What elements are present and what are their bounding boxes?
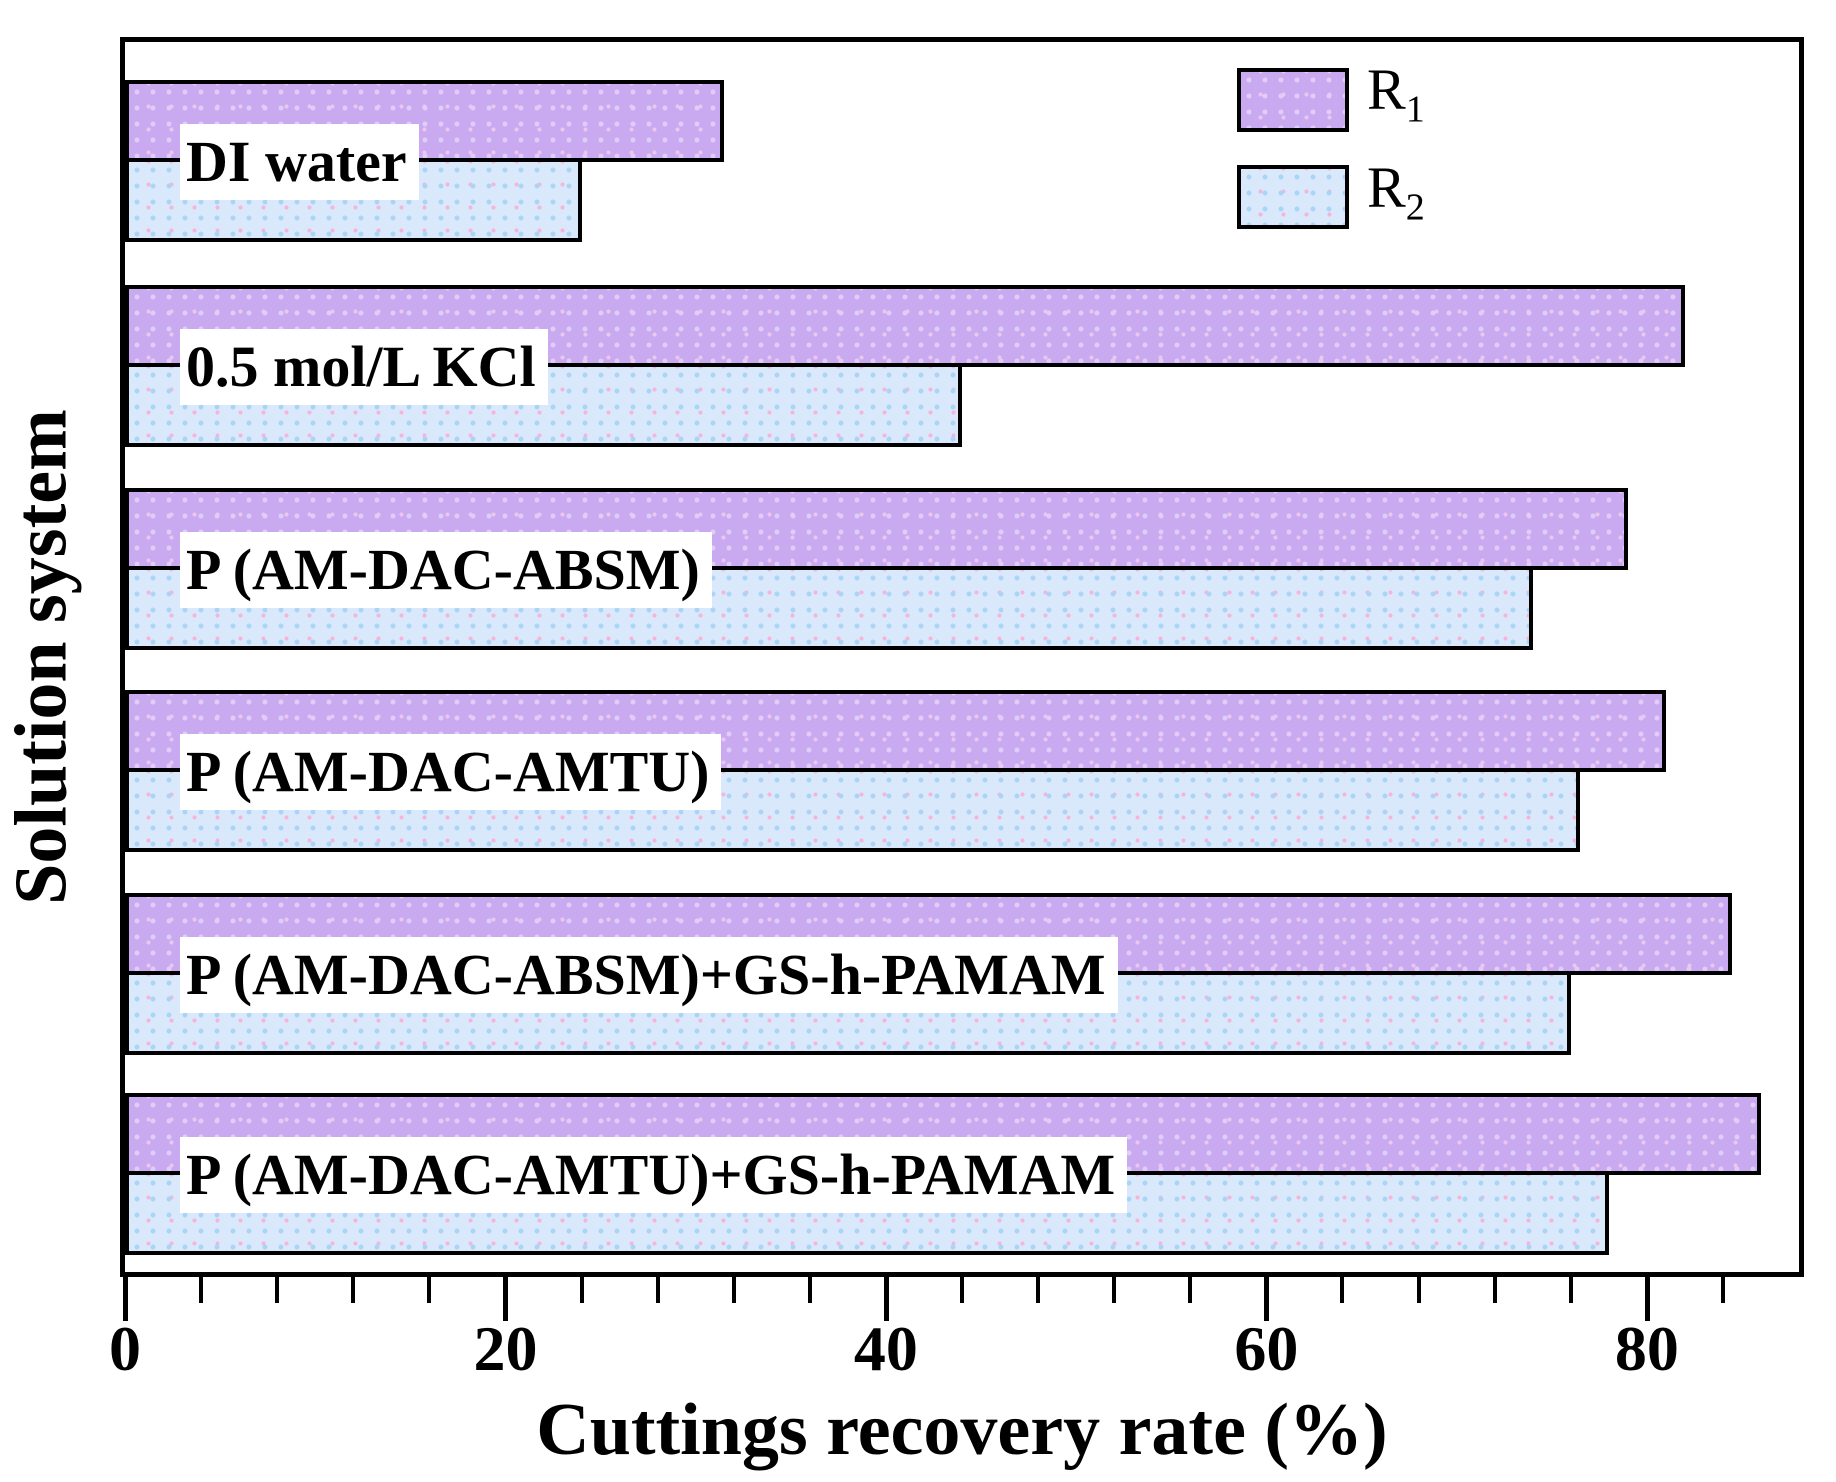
x-minor-tick-32 [731,1277,736,1303]
legend-label-r2: R2 [1367,154,1425,229]
legend-swatch-r1 [1237,67,1349,132]
category-label-group5: P (AM-DAC-ABSM)+GS-h-PAMAM [180,937,1118,1013]
x-minor-tick-84 [1720,1277,1725,1303]
x-tick-label-40: 40 [853,1313,918,1384]
x-minor-tick-48 [1036,1277,1041,1303]
legend-entry-r2: R2 [1237,154,1425,240]
x-tick-label-20: 20 [473,1313,538,1384]
legend-entry-r1: R1 [1237,58,1425,142]
x-major-tick-20 [503,1277,509,1321]
x-minor-tick-28 [655,1277,660,1303]
x-major-tick-80 [1644,1277,1650,1321]
x-major-tick-60 [1264,1277,1270,1321]
x-major-tick-40 [883,1277,889,1321]
bar-r1-group4 [125,690,1666,772]
category-label-group4: P (AM-DAC-AMTU) [180,734,722,810]
category-label-group2: 0.5 mol/L KCl [180,329,548,405]
x-minor-tick-72 [1492,1277,1497,1303]
x-minor-tick-36 [807,1277,812,1303]
x-minor-tick-8 [275,1277,280,1303]
y-axis-title: Solution system [0,409,83,905]
x-major-tick-0 [123,1277,128,1321]
x-tick-label-60: 60 [1234,1313,1299,1384]
x-axis-tick-labels: 0 20 40 60 80 [109,1312,1799,1392]
legend-swatch-r2 [1237,165,1349,230]
x-minor-tick-24 [579,1277,584,1303]
x-minor-tick-64 [1340,1277,1345,1303]
category-label-group6: P (AM-DAC-AMTU)+GS-h-PAMAM [180,1137,1128,1213]
x-minor-tick-12 [351,1277,356,1303]
legend-label-r1: R1 [1367,57,1425,131]
x-tick-label-0: 0 [109,1313,141,1384]
category-label-group1: DI water [180,124,419,200]
legend: R1 R2 [1237,58,1425,253]
x-tick-label-80: 80 [1614,1313,1679,1384]
bar-r2-group3 [125,566,1533,650]
x-axis-title: Cuttings recovery rate (%) [536,1389,1388,1471]
x-minor-tick-68 [1416,1277,1421,1303]
x-minor-tick-56 [1188,1277,1193,1303]
category-label-group3: P (AM-DAC-ABSM) [180,532,712,608]
x-minor-tick-16 [427,1277,432,1303]
x-axis-ticks [123,1277,1799,1327]
x-minor-tick-76 [1568,1277,1573,1303]
plot-area: DI water 0.5 mol/L KCl P (AM-DAC-ABSM) P (A… [120,37,1804,1277]
x-minor-tick-4 [199,1277,204,1303]
x-minor-tick-44 [960,1277,964,1303]
x-minor-tick-52 [1112,1277,1117,1303]
